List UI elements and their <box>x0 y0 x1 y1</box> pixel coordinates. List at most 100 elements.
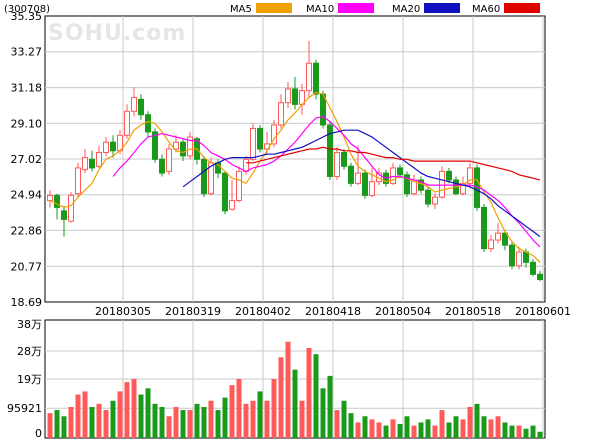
volume-tick-label: 0 <box>35 427 42 440</box>
candle-up <box>411 174 417 196</box>
volume-bar <box>369 419 375 438</box>
candle-body <box>306 62 312 92</box>
candle-down <box>502 229 508 251</box>
candle-body <box>124 110 130 136</box>
candle-body <box>397 167 403 176</box>
volume-bar <box>397 424 403 438</box>
candle-body <box>446 170 452 181</box>
volume-bar <box>194 403 200 438</box>
watermark: SOHU.com <box>48 21 186 46</box>
volume-bar <box>222 397 228 438</box>
volume-bars <box>47 341 543 438</box>
candle-up <box>460 176 466 196</box>
volume-bar <box>89 406 95 438</box>
volume-bar <box>159 406 165 438</box>
candle-body <box>47 194 53 202</box>
volume-bar <box>117 391 123 438</box>
price-grid <box>45 16 545 302</box>
candle-down <box>138 94 144 120</box>
volume-bar <box>173 406 179 438</box>
volume-bar <box>516 425 522 438</box>
candle-up <box>299 83 305 115</box>
candle-body <box>488 239 494 250</box>
volume-bar <box>124 382 130 438</box>
volume-bar <box>313 354 319 438</box>
volume-bar <box>418 422 424 438</box>
candle-up <box>495 222 501 244</box>
candle-up <box>173 135 179 153</box>
candle-up <box>516 246 522 270</box>
volume-bar <box>229 385 235 438</box>
candle-body <box>110 141 116 152</box>
candle-body <box>271 124 277 145</box>
candle-down <box>327 121 333 180</box>
volume-bar <box>152 403 158 438</box>
legend-swatch-ma20 <box>424 3 460 13</box>
candle-up <box>467 162 473 189</box>
volume-bar <box>47 413 53 438</box>
volume-bar <box>145 388 151 438</box>
candle-body <box>285 88 291 104</box>
candle-body <box>509 244 515 267</box>
candle-body <box>502 232 508 246</box>
volume-bar <box>68 406 74 438</box>
candle-up <box>285 82 291 108</box>
candle-up <box>82 149 88 174</box>
volume-tick-label: 38万 <box>17 318 42 331</box>
candle-body <box>103 141 109 153</box>
volume-bar <box>320 388 326 438</box>
volume-bar <box>355 422 361 438</box>
candle-body <box>75 167 81 195</box>
volume-bar <box>376 422 382 438</box>
volume-y-axis: 38万 28万 19万 95921 0 <box>7 318 42 440</box>
price-tick-label: 29.10 <box>11 117 43 130</box>
legend-label-ma5: MA5 <box>230 4 252 15</box>
candle-body <box>495 232 501 241</box>
candle-up <box>250 123 256 162</box>
price-tick-label: 24.94 <box>11 189 43 202</box>
volume-bar <box>474 403 480 438</box>
candle-down <box>54 193 60 220</box>
volume-bar <box>215 410 221 438</box>
candle-body <box>327 124 333 178</box>
volume-bar <box>537 431 543 438</box>
candle-up <box>166 143 172 175</box>
volume-bar <box>278 357 284 438</box>
volume-bar <box>236 379 242 438</box>
candle-body <box>68 194 74 222</box>
candle-body <box>362 172 368 196</box>
volume-bar <box>341 400 347 438</box>
candle-up <box>306 40 312 98</box>
candle-up <box>229 179 235 211</box>
price-tick-label: 35.35 <box>11 10 43 23</box>
candle-body <box>145 114 151 133</box>
candle-up <box>124 104 130 139</box>
candle-body <box>159 158 165 174</box>
volume-bar <box>138 394 144 438</box>
volume-bar <box>187 410 193 438</box>
volume-bar <box>411 425 417 438</box>
volume-bar <box>453 416 459 438</box>
candle-body <box>425 189 431 205</box>
volume-bar <box>180 410 186 438</box>
candle-body <box>222 172 228 212</box>
candle-down <box>145 111 151 138</box>
volume-bar <box>439 410 445 438</box>
candle-body <box>229 200 235 210</box>
volume-tick-label: 28万 <box>17 345 42 358</box>
candle-body <box>131 97 137 112</box>
candle-body <box>89 158 95 169</box>
volume-bar <box>509 425 515 438</box>
candlesticks <box>47 40 543 282</box>
ma20-line <box>182 129 541 238</box>
volume-bar <box>201 406 207 438</box>
price-y-axis: 35.35 33.27 31.18 29.10 27.02 24.94 22.86 20.77… <box>11 10 43 309</box>
volume-bar <box>327 375 333 438</box>
candle-down <box>222 171 228 215</box>
candle-up <box>103 137 109 156</box>
candle-up <box>432 193 438 210</box>
volume-bar <box>110 400 116 438</box>
candle-up <box>187 131 193 160</box>
candle-up <box>96 145 102 168</box>
candle-down <box>292 76 298 110</box>
